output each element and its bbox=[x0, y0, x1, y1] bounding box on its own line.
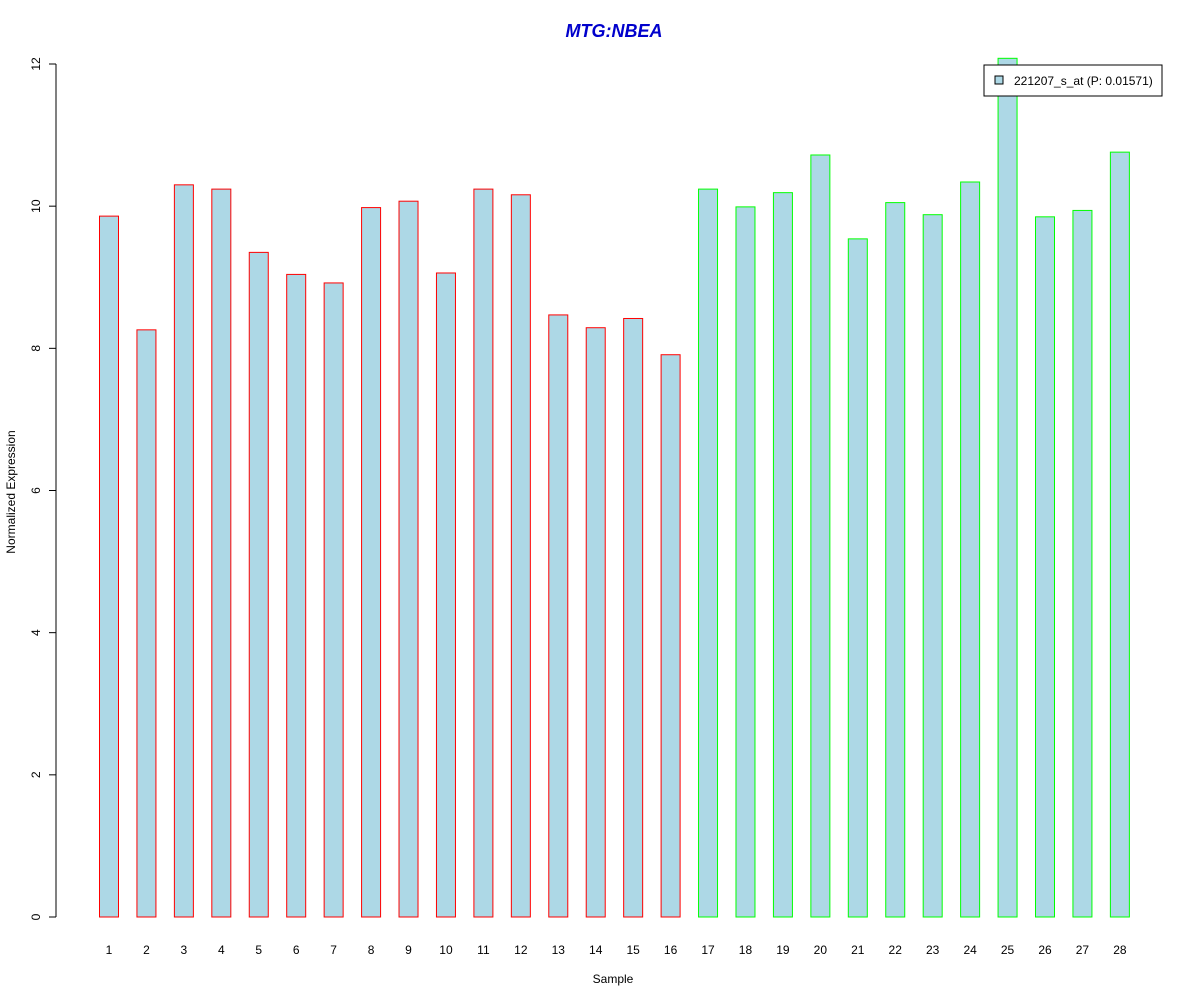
bar-sample-16 bbox=[660, 354, 681, 918]
legend-label: 221207_s_at (P: 0.01571) bbox=[1014, 74, 1153, 88]
bar-sample-10 bbox=[435, 272, 456, 918]
legend: 221207_s_at (P: 0.01571) bbox=[983, 64, 1163, 97]
x-tick-label: 23 bbox=[926, 943, 940, 957]
y-tick-label: 0 bbox=[29, 913, 43, 920]
legend-swatch bbox=[994, 75, 1004, 85]
bar-sample-6 bbox=[286, 273, 307, 918]
x-tick-label: 6 bbox=[293, 943, 300, 957]
y-tick-label: 2 bbox=[29, 771, 43, 778]
y-tick-label: 10 bbox=[29, 199, 43, 213]
x-tick-label: 13 bbox=[552, 943, 566, 957]
bar-sample-11 bbox=[473, 188, 494, 918]
bar-sample-21 bbox=[847, 238, 868, 918]
y-axis-title: Normalized Expression bbox=[4, 430, 18, 553]
x-tick-label: 10 bbox=[439, 943, 453, 957]
bar-sample-12 bbox=[510, 194, 531, 918]
bar-sample-23 bbox=[922, 214, 943, 918]
x-tick-label: 21 bbox=[851, 943, 865, 957]
y-tick-label: 8 bbox=[29, 345, 43, 352]
x-tick-label: 18 bbox=[739, 943, 753, 957]
bar-sample-14 bbox=[585, 327, 606, 918]
bar-sample-8 bbox=[361, 207, 382, 918]
y-tick-label: 4 bbox=[29, 629, 43, 636]
bar-sample-7 bbox=[323, 282, 344, 918]
bar-sample-28 bbox=[1109, 151, 1130, 918]
y-tick-label: 6 bbox=[29, 487, 43, 494]
bar-sample-25 bbox=[997, 57, 1018, 918]
y-axis: 0 2 4 6 8 10 12 bbox=[29, 57, 57, 920]
x-tick-label: 12 bbox=[514, 943, 528, 957]
x-tick-label: 8 bbox=[368, 943, 375, 957]
bar-sample-9 bbox=[398, 200, 419, 918]
bar-sample-27 bbox=[1072, 209, 1093, 918]
x-tick-label: 20 bbox=[814, 943, 828, 957]
bar-sample-13 bbox=[548, 314, 569, 918]
x-tick-label: 16 bbox=[664, 943, 678, 957]
x-tick-label: 5 bbox=[255, 943, 262, 957]
bar-sample-24 bbox=[960, 181, 981, 918]
x-tick-label: 19 bbox=[776, 943, 790, 957]
x-tick-label: 2 bbox=[143, 943, 150, 957]
bar-sample-19 bbox=[772, 192, 793, 918]
bar-sample-5 bbox=[248, 251, 269, 918]
bar-sample-20 bbox=[810, 154, 831, 918]
x-tick-label: 26 bbox=[1038, 943, 1052, 957]
x-axis-title: Sample bbox=[593, 972, 634, 986]
bar-sample-22 bbox=[885, 202, 906, 918]
x-tick-label: 27 bbox=[1076, 943, 1090, 957]
x-tick-label: 7 bbox=[330, 943, 337, 957]
bars bbox=[99, 57, 1130, 918]
x-tick-label: 11 bbox=[477, 943, 490, 957]
y-tick-label: 12 bbox=[29, 57, 43, 71]
x-tick-label: 17 bbox=[701, 943, 715, 957]
bar-sample-4 bbox=[211, 188, 232, 918]
bar-sample-3 bbox=[173, 184, 194, 918]
x-tick-label: 22 bbox=[889, 943, 903, 957]
legend-box bbox=[983, 64, 1163, 97]
x-tick-label: 1 bbox=[106, 943, 113, 957]
x-tick-label: 9 bbox=[405, 943, 412, 957]
x-tick-label: 24 bbox=[963, 943, 977, 957]
x-tick-label: 3 bbox=[181, 943, 188, 957]
bar-sample-2 bbox=[136, 329, 157, 918]
x-axis: 1 2 3 4 5 6 7 8 9 10 11 12 13 14 15 16 17 18 19 20 21 22 23 24 2… bbox=[106, 943, 1127, 957]
bar-sample-15 bbox=[623, 317, 644, 918]
bar-sample-26 bbox=[1035, 216, 1055, 918]
bar-sample-18 bbox=[735, 206, 756, 918]
chart-title: MTG:NBEA bbox=[566, 21, 663, 41]
x-tick-label: 25 bbox=[1001, 943, 1015, 957]
bar-sample-17 bbox=[698, 188, 719, 918]
bar-sample-1 bbox=[99, 215, 119, 918]
x-tick-label: 4 bbox=[218, 943, 225, 957]
x-tick-label: 15 bbox=[626, 943, 640, 957]
x-tick-label: 28 bbox=[1113, 943, 1127, 957]
x-tick-label: 14 bbox=[589, 943, 603, 957]
